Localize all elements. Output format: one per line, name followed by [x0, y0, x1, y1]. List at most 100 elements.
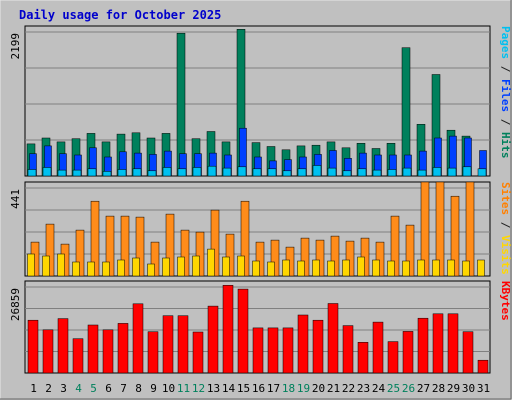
bar-visits-day-24: [375, 241, 385, 277]
bar-pages-day-15: [237, 166, 247, 177]
bar-sites-day-6: [102, 261, 110, 277]
bar-kbytes-day-9: [147, 331, 159, 374]
bar-kbytes-day-12: [192, 331, 204, 374]
bar-sites-day-11: [177, 256, 185, 277]
bar-visits-day-19: [300, 237, 310, 277]
legend-entry: /: [499, 59, 512, 79]
bar-kbytes-day-21: [327, 303, 339, 374]
x-tick-label: 19: [297, 382, 310, 395]
x-tick-label: 20: [312, 382, 325, 395]
bar-sites-day-27: [417, 259, 425, 277]
x-tick-label: 31: [477, 382, 490, 395]
bar-pages-day-4: [72, 169, 82, 177]
bar-pages-day-11: [177, 168, 187, 177]
bar-visits-day-11: [180, 229, 190, 277]
bar-sites-day-13: [207, 248, 215, 277]
bar-sites-day-28: [432, 259, 440, 277]
bar-kbytes-day-27: [417, 317, 429, 374]
bar-pages-day-5: [87, 168, 97, 177]
x-tick-label: 2: [45, 382, 52, 395]
bar-kbytes-day-15: [237, 288, 249, 374]
bar-kbytes-day-26: [402, 331, 414, 374]
bar-kbytes-day-7: [117, 323, 129, 374]
bar-pages-day-1: [27, 169, 37, 177]
bar-visits-day-17: [270, 239, 280, 277]
bar-pages-day-3: [57, 169, 67, 177]
x-tick-label: 30: [462, 382, 475, 395]
bar-pages-day-16: [252, 168, 262, 177]
series-sites: [27, 248, 485, 277]
bar-sites-day-4: [72, 261, 80, 277]
x-tick-label: 17: [267, 382, 280, 395]
x-tick-label: 10: [162, 382, 175, 395]
x-tick-label: 9: [150, 382, 157, 395]
bar-kbytes-day-18: [282, 327, 294, 374]
x-tick-label: 1: [30, 382, 37, 395]
bar-pages-day-12: [192, 167, 202, 177]
bar-sites-day-1: [27, 253, 35, 277]
chart-title: Daily usage for October 2025: [19, 8, 221, 22]
bar-pages-day-20: [312, 165, 322, 177]
x-tick-label: 28: [432, 382, 445, 395]
bar-kbytes-day-20: [312, 319, 324, 374]
bar-sites-day-16: [252, 260, 260, 277]
x-tick-label: 5: [90, 382, 97, 395]
bar-visits-day-16: [255, 241, 265, 277]
bar-kbytes-day-25: [387, 341, 399, 374]
bar-pages-day-24: [372, 169, 382, 177]
bar-visits-day-30: [465, 181, 475, 277]
bar-kbytes-day-2: [42, 329, 54, 374]
x-tick-label: 8: [135, 382, 142, 395]
bar-kbytes-day-23: [357, 342, 369, 374]
bar-sites-day-24: [372, 259, 380, 277]
bar-visits-day-20: [315, 239, 325, 277]
bar-pages-day-30: [462, 166, 472, 177]
panel-kbytes: 26859 KBytes: [9, 280, 512, 374]
bar-kbytes-day-8: [132, 303, 144, 374]
x-tick-label: 26: [402, 382, 415, 395]
series-files: [29, 127, 487, 177]
bar-visits-day-13: [210, 209, 220, 277]
x-tick-label: 15: [237, 382, 250, 395]
bar-sites-day-30: [462, 260, 470, 277]
bar-sites-day-5: [87, 261, 95, 277]
bar-visits-day-14: [225, 233, 235, 277]
y-max-label: 2199: [9, 33, 22, 60]
panel-legend: KBytes: [499, 281, 512, 321]
x-tick-label: 29: [447, 382, 460, 395]
bar-sites-day-21: [327, 260, 335, 277]
x-tick-label: 11: [177, 382, 190, 395]
x-tick-label: 16: [252, 382, 265, 395]
bar-sites-day-26: [402, 260, 410, 277]
x-tick-label: 4: [75, 382, 82, 395]
x-tick-label: 6: [105, 382, 112, 395]
bar-sites-day-2: [42, 255, 50, 277]
x-tick-label: 23: [357, 382, 370, 395]
series-pages: [27, 165, 487, 177]
bar-pages-day-17: [267, 168, 277, 177]
bar-sites-day-12: [192, 255, 200, 277]
panel-legend: Sites / Visits: [499, 182, 512, 275]
x-tick-label: 27: [417, 382, 430, 395]
legend-entry: Hits: [499, 132, 512, 159]
bar-visits-day-4: [75, 229, 85, 277]
bar-visits-day-22: [345, 240, 355, 277]
bar-sites-day-19: [297, 260, 305, 277]
bar-pages-day-2: [42, 167, 52, 177]
panel-legend: Pages / Files / Hits: [499, 26, 512, 159]
bar-sites-day-29: [447, 259, 455, 277]
bar-pages-day-27: [417, 169, 427, 177]
x-tick-label: 13: [207, 382, 220, 395]
bar-sites-day-7: [117, 259, 125, 277]
bar-kbytes-day-19: [297, 314, 309, 374]
bar-kbytes-day-24: [372, 321, 384, 374]
bar-kbytes-day-3: [57, 318, 69, 374]
bar-sites-day-3: [57, 253, 65, 277]
bar-visits-day-9: [150, 241, 160, 277]
bar-kbytes-day-6: [102, 329, 114, 374]
bar-sites-day-14: [222, 256, 230, 277]
bar-pages-day-25: [387, 169, 397, 177]
x-tick-label: 7: [120, 382, 127, 395]
bar-kbytes-day-16: [252, 327, 264, 374]
bar-pages-day-22: [342, 170, 352, 177]
